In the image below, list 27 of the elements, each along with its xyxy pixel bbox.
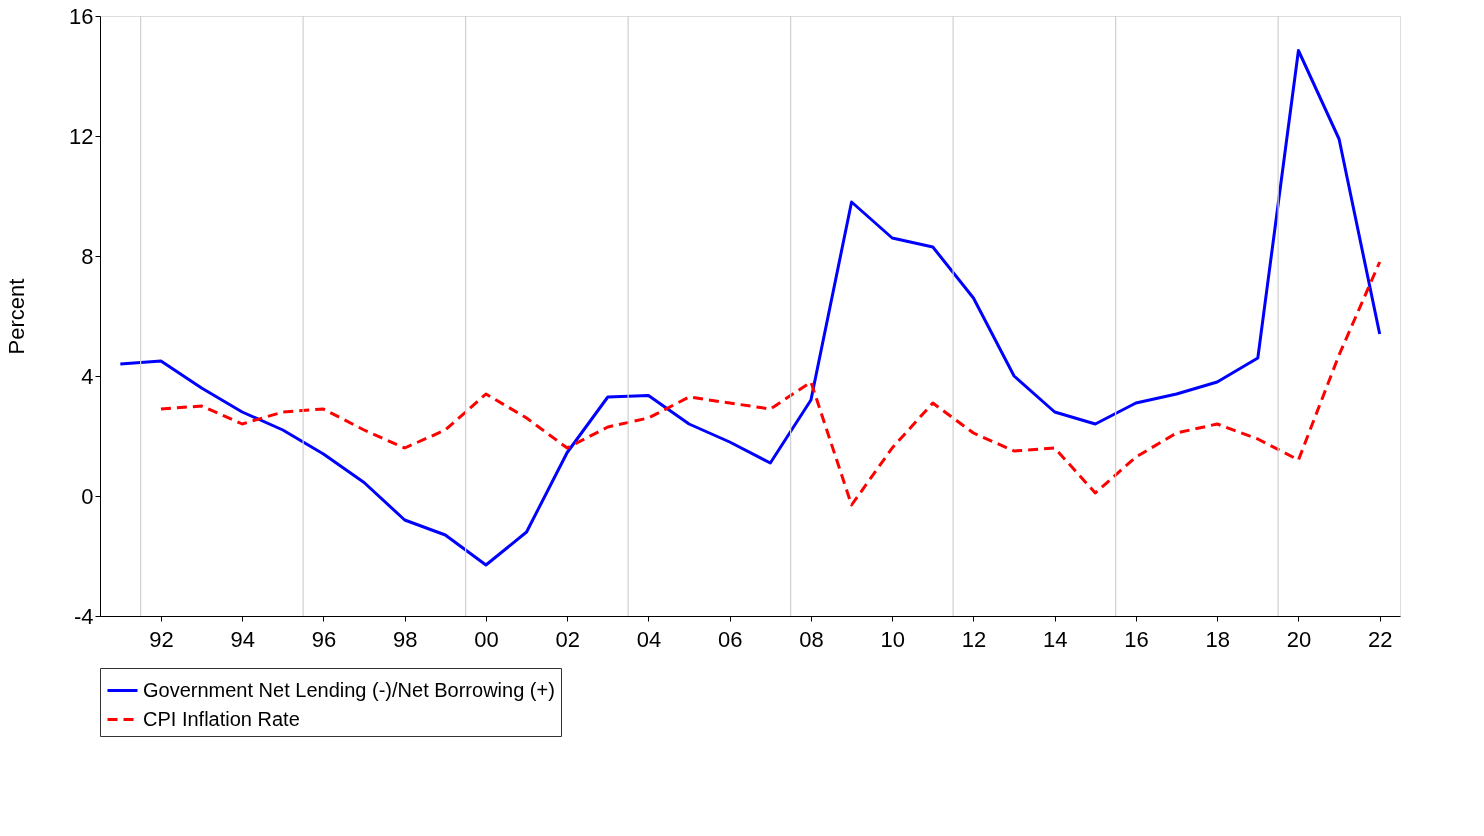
- legend-label: CPI Inflation Rate: [143, 707, 300, 730]
- y-tick-label: 0: [81, 483, 94, 509]
- y-tick-label: 4: [81, 363, 94, 389]
- y-axis-title: Percent: [4, 278, 30, 355]
- x-tick-label: 94: [230, 626, 255, 652]
- line-series: [159, 260, 1382, 507]
- y-tick-label: 8: [81, 243, 94, 269]
- x-tick-label: 08: [799, 626, 824, 652]
- x-tick-label: 06: [717, 626, 743, 652]
- x-tick-label: 04: [636, 626, 662, 652]
- x-tick-label: 98: [392, 626, 418, 652]
- legend-label: Government Net Lending (-)/Net Borrowing (+): [143, 678, 555, 701]
- x-tick-label: 14: [1042, 626, 1068, 652]
- x-tick-label: 18: [1205, 626, 1230, 652]
- y-tick-label: 12: [69, 123, 94, 149]
- x-tick-label: 00: [474, 626, 499, 652]
- x-tick-label: 20: [1286, 626, 1312, 652]
- x-tick-label: 12: [961, 626, 987, 652]
- x-tick-label: 10: [880, 626, 905, 652]
- x-tick-label: 02: [555, 626, 580, 652]
- x-tick-label: 16: [1124, 626, 1149, 652]
- x-tick-label: 96: [311, 626, 337, 652]
- y-tick-label: -4: [73, 603, 94, 629]
- line-series: [118, 49, 1382, 567]
- y-tick-label: 16: [69, 3, 94, 29]
- x-tick-label: 22: [1367, 626, 1393, 652]
- x-tick-label: 92: [149, 626, 174, 652]
